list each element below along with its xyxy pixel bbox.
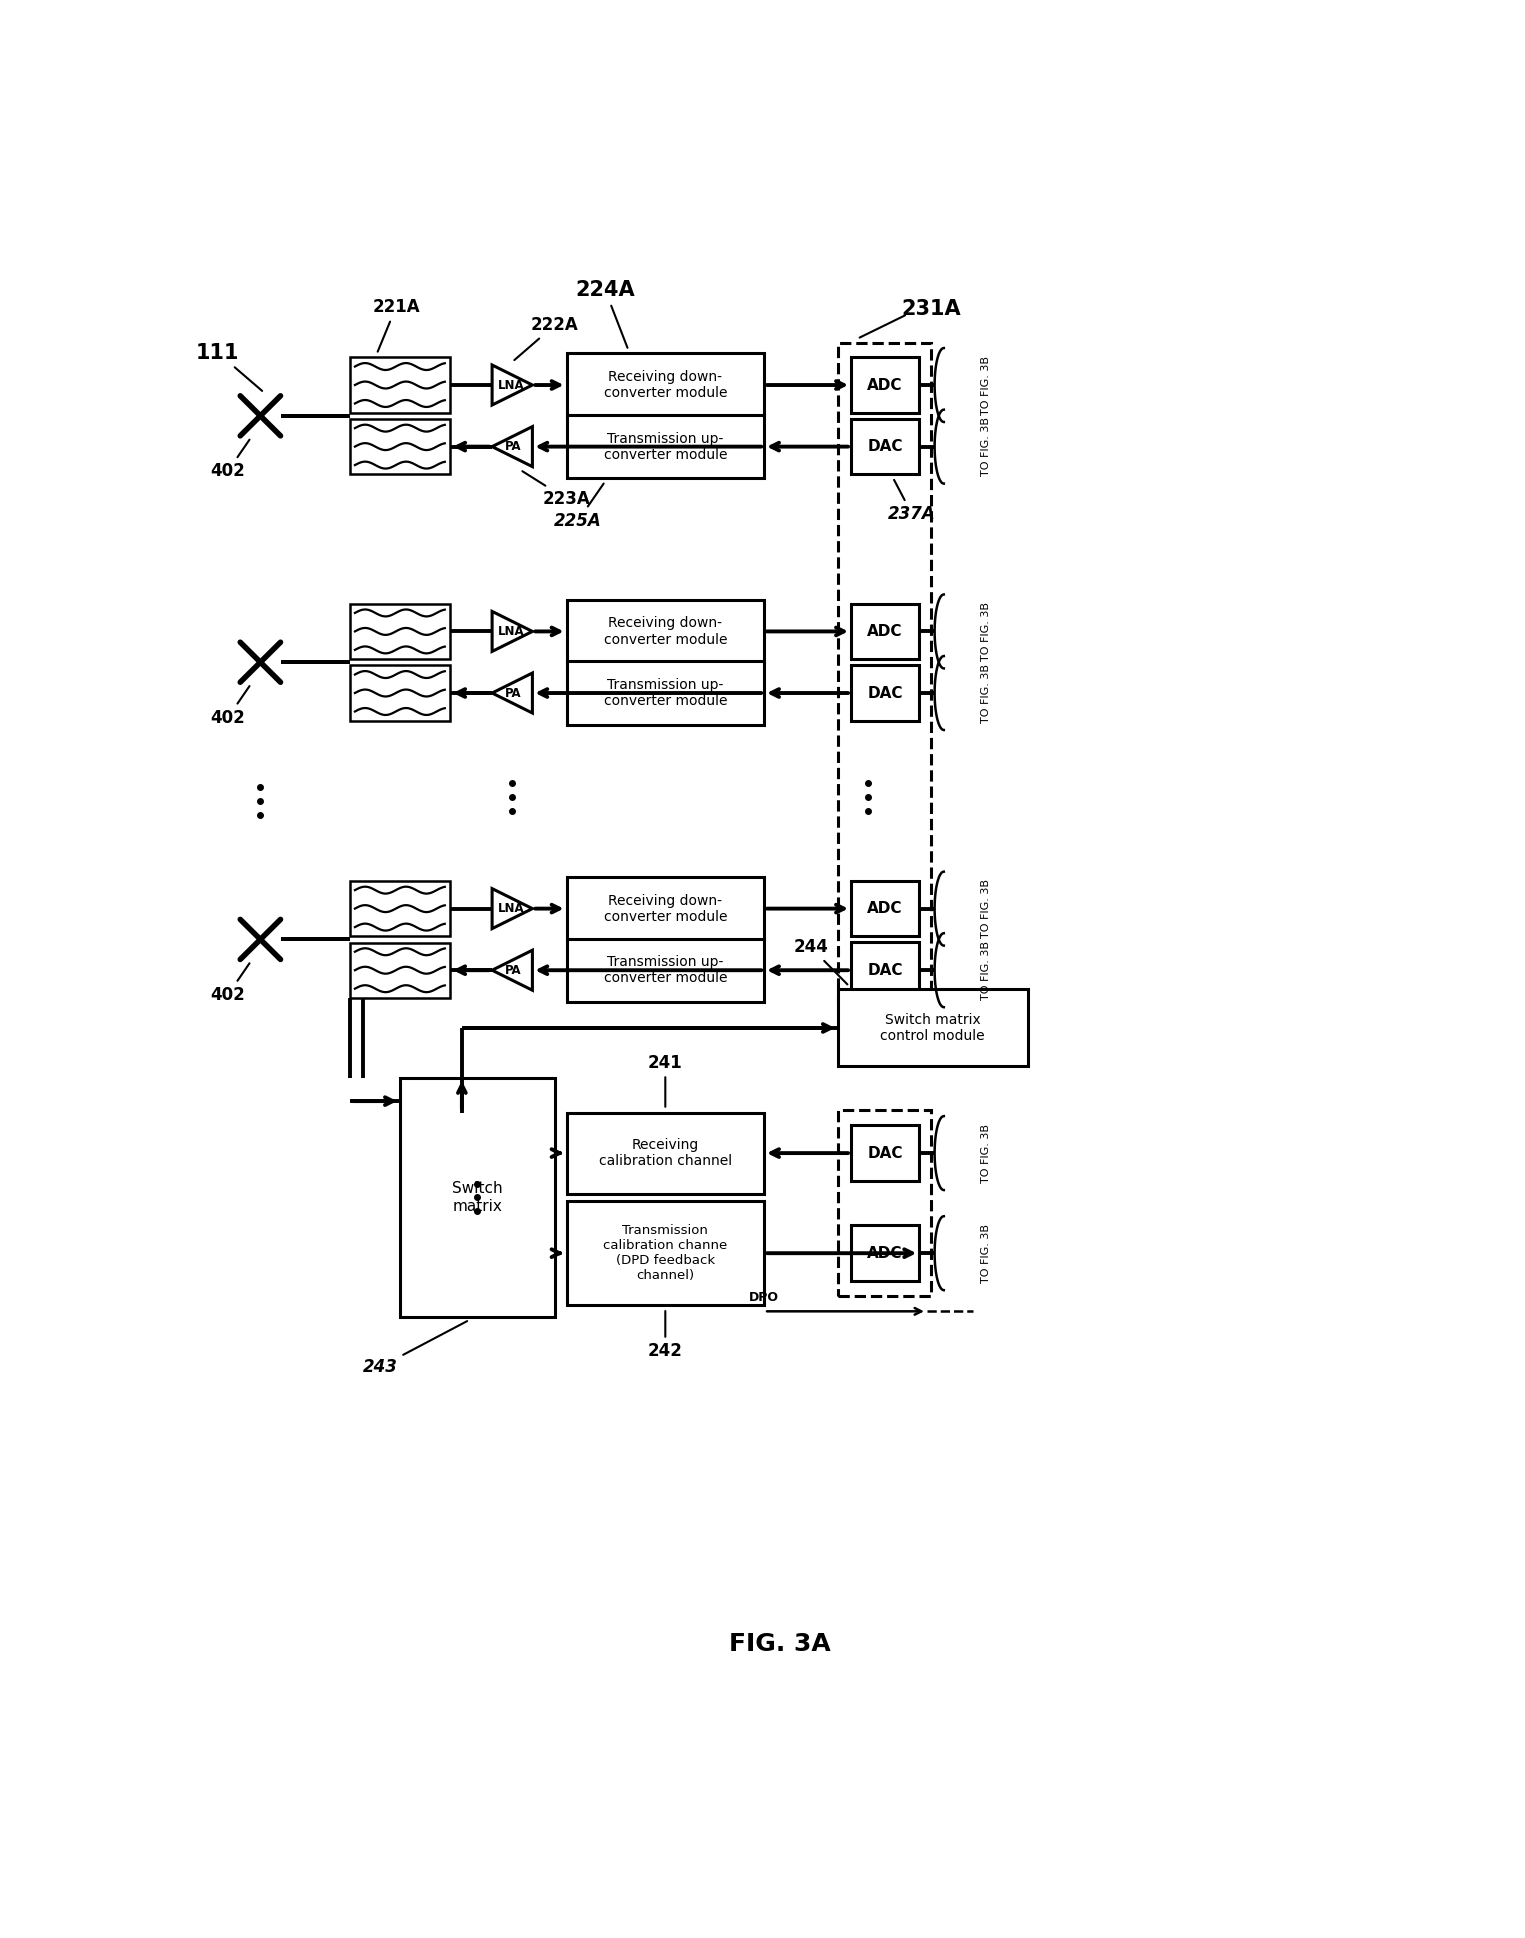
Bar	[349, 605, 450, 659]
Text: Receiving
calibration channel: Receiving calibration channel	[599, 1138, 732, 1169]
Text: FIG. 3A: FIG. 3A	[729, 1632, 831, 1655]
Text: 231A: 231A	[901, 298, 961, 318]
Bar	[349, 665, 450, 721]
Text: PA: PA	[505, 686, 522, 700]
Text: 402: 402	[210, 963, 250, 1004]
Bar	[851, 605, 920, 659]
Bar	[566, 1112, 764, 1194]
Text: ADC: ADC	[868, 624, 903, 640]
Text: 402: 402	[210, 440, 250, 481]
Bar	[851, 1225, 920, 1281]
Text: 222A: 222A	[514, 316, 580, 360]
Text: 225A: 225A	[554, 484, 604, 529]
Text: TO FIG. 3B: TO FIG. 3B	[981, 603, 991, 661]
Polygon shape	[493, 426, 532, 467]
Polygon shape	[493, 672, 532, 713]
Bar	[400, 1078, 555, 1316]
Text: Receiving down-
converter module: Receiving down- converter module	[604, 370, 727, 399]
Text: 223A: 223A	[523, 471, 590, 508]
Text: LNA: LNA	[499, 378, 525, 391]
Text: 241: 241	[648, 1054, 683, 1107]
Bar	[349, 882, 450, 936]
Text: PA: PA	[505, 440, 522, 453]
Text: 224A: 224A	[575, 281, 634, 347]
Bar	[837, 343, 930, 1012]
Text: LNA: LNA	[499, 901, 525, 915]
Bar	[837, 1110, 930, 1297]
Text: TO FIG. 3B: TO FIG. 3B	[981, 355, 991, 415]
Text: DAC: DAC	[868, 686, 903, 700]
Text: 237A: 237A	[888, 481, 936, 523]
Text: Switch matrix
control module: Switch matrix control module	[880, 1014, 985, 1043]
Text: DAC: DAC	[868, 440, 903, 453]
Text: TO FIG. 3B: TO FIG. 3B	[981, 417, 991, 477]
Text: 111: 111	[197, 343, 262, 391]
Text: 243: 243	[363, 1322, 467, 1376]
Polygon shape	[493, 610, 532, 651]
Bar	[566, 661, 764, 725]
Text: 242: 242	[648, 1310, 683, 1360]
Text: 244: 244	[793, 938, 848, 985]
Text: TO FIG. 3B: TO FIG. 3B	[981, 663, 991, 723]
Text: Receiving down-
converter module: Receiving down- converter module	[604, 893, 727, 924]
Text: DAC: DAC	[868, 963, 903, 977]
Text: 221A: 221A	[372, 298, 419, 351]
Bar	[851, 665, 920, 721]
Bar	[851, 357, 920, 413]
Bar	[851, 882, 920, 936]
Text: ADC: ADC	[868, 378, 903, 393]
Bar	[566, 353, 764, 417]
Bar	[349, 357, 450, 413]
Text: Switch
matrix: Switch matrix	[451, 1180, 503, 1213]
Text: TO FIG. 3B: TO FIG. 3B	[981, 1124, 991, 1182]
Text: Transmission up-
converter module: Transmission up- converter module	[604, 678, 727, 707]
Text: TO FIG. 3B: TO FIG. 3B	[981, 940, 991, 1000]
Bar	[566, 601, 764, 663]
Bar	[566, 878, 764, 940]
Text: TO FIG. 3B: TO FIG. 3B	[981, 1223, 991, 1283]
Text: Transmission
calibration channe
(DPD feedback
channel): Transmission calibration channe (DPD fee…	[604, 1225, 727, 1283]
Text: 402: 402	[210, 686, 250, 727]
Bar	[566, 415, 764, 479]
Text: DPO: DPO	[749, 1291, 779, 1304]
Bar	[566, 938, 764, 1002]
Polygon shape	[493, 364, 532, 405]
Text: TO FIG. 3B: TO FIG. 3B	[981, 880, 991, 938]
Text: ADC: ADC	[868, 1246, 903, 1262]
Text: Receiving down-
converter module: Receiving down- converter module	[604, 616, 727, 647]
Bar	[851, 942, 920, 998]
Bar	[837, 990, 1028, 1066]
Text: LNA: LNA	[499, 624, 525, 638]
Bar	[851, 1126, 920, 1180]
Polygon shape	[493, 950, 532, 990]
Bar	[566, 1202, 764, 1304]
Bar	[349, 942, 450, 998]
Text: DAC: DAC	[868, 1145, 903, 1161]
Polygon shape	[493, 890, 532, 928]
Text: PA: PA	[505, 963, 522, 977]
Bar	[349, 419, 450, 475]
Text: Transmission up-
converter module: Transmission up- converter module	[604, 955, 727, 985]
Text: Transmission up-
converter module: Transmission up- converter module	[604, 432, 727, 461]
Bar	[851, 419, 920, 475]
Text: ADC: ADC	[868, 901, 903, 917]
